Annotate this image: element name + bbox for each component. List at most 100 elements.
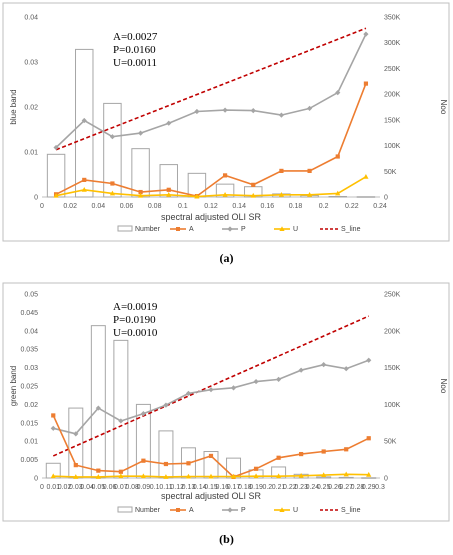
bar-number <box>113 339 129 479</box>
point-a <box>208 453 214 459</box>
bar-number <box>215 183 235 198</box>
y-tick-label: 0.04 <box>24 328 38 335</box>
bar-number <box>158 430 174 479</box>
series-line-p <box>55 33 367 149</box>
y2-tick-label: 200K <box>384 92 401 99</box>
point-a <box>344 447 349 452</box>
y-tick-label: 0.04 <box>24 15 38 22</box>
x-tick-label: 0.22 <box>345 203 359 210</box>
point-p <box>230 385 237 391</box>
y2-tick-label: 250K <box>384 66 401 73</box>
x-tick-label: 0 <box>40 203 44 210</box>
y2-tick-label: 250K <box>384 292 401 299</box>
bar-number <box>103 102 122 198</box>
x-tick-label: 0 <box>40 484 44 491</box>
x-tick-label: 0.21 <box>272 484 286 491</box>
bar-number <box>68 407 84 479</box>
x-tick-label: 0.12 <box>170 484 184 491</box>
y-tick-label: 0.03 <box>24 60 38 67</box>
y-tick-label: 0.05 <box>24 292 38 299</box>
x-tick-label: 0.2 <box>319 203 329 210</box>
point-p <box>208 387 214 393</box>
point-a <box>366 436 371 441</box>
y-tick-label: 0.02 <box>24 105 38 112</box>
legend-swatch-number <box>117 506 133 513</box>
point-u <box>166 191 172 197</box>
stats-text: P=0.0190 <box>113 314 156 326</box>
point-u <box>81 187 87 192</box>
x-tick-label: 0.16 <box>215 484 229 491</box>
x-tick-label: 0.15 <box>204 484 218 491</box>
x-tick-label: 0.28 <box>351 484 365 491</box>
legend-label-p: P <box>241 507 246 514</box>
x-tick-label: 0.24 <box>373 203 387 210</box>
x-tick-label: 0.13 <box>182 484 196 491</box>
x-tick-label: 0.14 <box>232 203 246 210</box>
point-p <box>306 105 313 111</box>
x-tick-label: 0.25 <box>317 484 331 491</box>
bar-number <box>338 476 354 479</box>
point-a <box>51 413 56 418</box>
point-a <box>321 449 326 454</box>
y-tick-label: 0 <box>34 476 38 483</box>
y2-tick-label: 350K <box>384 15 401 22</box>
x-tick-label: 0.04 <box>92 203 106 210</box>
x-tick-label: 0.1 <box>150 484 160 491</box>
legend-label-s-line: S_line <box>341 226 361 233</box>
point-a <box>253 466 259 471</box>
point-u <box>185 473 192 479</box>
x-axis-title: spectral adjusted OLI SR <box>161 212 262 222</box>
point-a <box>163 461 169 467</box>
x-tick-label: 0.06 <box>120 203 134 210</box>
point-p <box>109 134 116 140</box>
x-tick-label: 0.12 <box>204 203 218 210</box>
series-s-line <box>52 315 370 457</box>
point-a <box>82 177 87 182</box>
point-p <box>166 120 172 126</box>
x-tick-label: 0.06 <box>103 484 117 491</box>
y2-tick-label: 100K <box>384 402 401 409</box>
x-tick-label: 0.11 <box>159 484 172 491</box>
panel-frame <box>2 282 450 522</box>
x-tick-label: 0.08 <box>148 203 162 210</box>
point-a <box>73 463 78 468</box>
point-u <box>250 192 256 198</box>
point-u <box>140 473 146 479</box>
x-tick-label: 0.17 <box>227 484 241 491</box>
bar-number <box>159 164 178 198</box>
y-tick-label: 0 <box>34 195 38 202</box>
y-tick-label: 0.02 <box>24 402 38 409</box>
legend-label-p: P <box>241 226 246 233</box>
y-tick-label: 0.005 <box>20 457 38 464</box>
y-tick-label: 0.01 <box>24 439 38 446</box>
x-tick-label: 0.27 <box>339 484 353 491</box>
point-a <box>166 187 171 192</box>
legend-label-number: Number <box>135 226 161 233</box>
point-p <box>194 108 200 115</box>
point-a <box>307 168 312 173</box>
x-tick-label: 0.05 <box>92 484 106 491</box>
point-u <box>73 474 79 479</box>
legend-marker-p <box>227 507 233 513</box>
y-tick-label: 0.035 <box>20 347 38 354</box>
legend-label-u: U <box>293 507 298 514</box>
x-tick-label: 0.04 <box>80 484 94 491</box>
y2-tick-label: 0 <box>384 476 388 483</box>
point-u <box>208 473 214 479</box>
stats-text: U=0.0011 <box>113 57 157 69</box>
x-tick-label: 0.18 <box>289 203 303 210</box>
stats-text: A=0.0019 <box>113 301 158 313</box>
point-u <box>50 473 56 479</box>
point-p <box>81 117 87 124</box>
y-tick-label: 0.015 <box>20 420 38 427</box>
point-a <box>110 181 115 186</box>
x-tick-label: 0.08 <box>125 484 139 491</box>
y-tick-label: 0.01 <box>24 150 38 157</box>
point-u <box>222 191 228 197</box>
y2-axis-title: Noo <box>439 379 448 394</box>
point-p <box>335 90 341 96</box>
bar-number <box>90 325 106 479</box>
bar-number <box>316 476 332 479</box>
stats-text: P=0.0160 <box>113 44 156 56</box>
y-axis-title: green band <box>9 366 18 406</box>
